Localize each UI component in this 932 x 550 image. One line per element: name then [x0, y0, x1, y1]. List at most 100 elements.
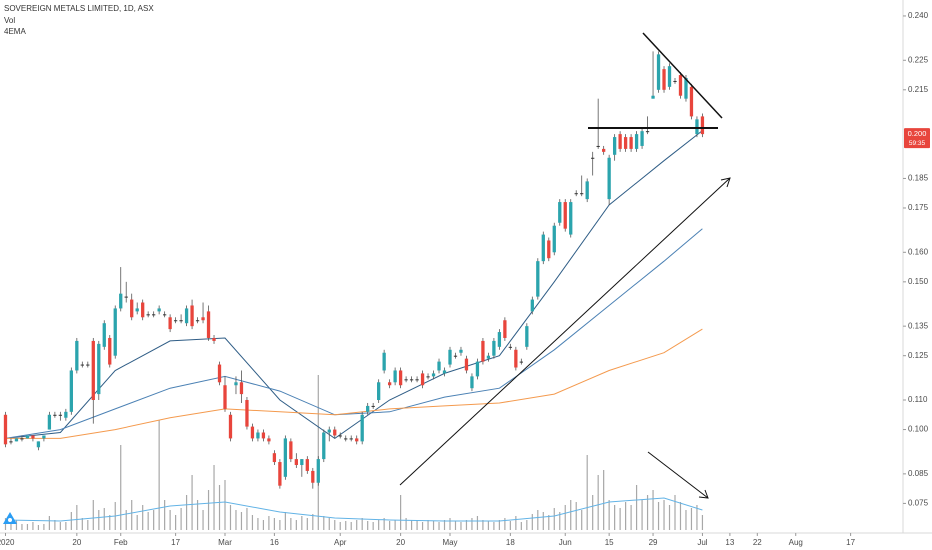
- candle-body: [684, 77, 688, 99]
- candle-body: [108, 337, 112, 365]
- volume-bar: [389, 521, 391, 530]
- candle-body: [47, 414, 52, 430]
- volume-bar: [164, 500, 166, 530]
- volume-bar: [421, 522, 424, 530]
- volume-bar: [339, 522, 341, 530]
- candle-body: [497, 332, 502, 347]
- candle-body: [634, 134, 639, 149]
- candle-body: [239, 382, 244, 395]
- volume-bar: [674, 495, 676, 530]
- volume-bar: [142, 505, 144, 530]
- volume-bar: [454, 521, 457, 530]
- volume-bar: [273, 518, 275, 530]
- x-tick-label: 17: [846, 538, 855, 547]
- volume-bar: [185, 495, 188, 530]
- volume-bar: [416, 521, 418, 530]
- volume-bar: [295, 520, 297, 530]
- volume-bar: [26, 524, 29, 530]
- candle-body: [382, 352, 386, 371]
- candle-body: [519, 361, 523, 363]
- volume-bar: [465, 520, 468, 530]
- x-tick-label: Apr: [334, 538, 347, 547]
- symbol-title: SOVEREIGN METALS LIMITED, 1D, ASX: [4, 4, 154, 13]
- candle-body: [146, 314, 150, 316]
- volume-bar: [87, 520, 89, 530]
- candle-body: [574, 193, 578, 195]
- candle-body: [547, 240, 551, 259]
- candle-body: [563, 202, 567, 229]
- candle-body: [558, 202, 562, 223]
- indicator-legend: 4EMA: [4, 27, 26, 36]
- candle-body: [448, 349, 452, 365]
- volume-bar: [460, 522, 462, 530]
- candle-body: [102, 323, 106, 347]
- candle-body: [119, 293, 123, 309]
- y-tick-label: 0.085: [908, 469, 929, 478]
- candle-body: [431, 373, 436, 377]
- volume-bar: [548, 515, 550, 530]
- volume-bar: [372, 522, 374, 530]
- volume-bar: [279, 520, 281, 530]
- candle-body: [113, 308, 117, 356]
- candle-body: [503, 320, 507, 338]
- volume-bar: [537, 510, 539, 530]
- volume-bar: [652, 490, 654, 530]
- volume-bar: [515, 516, 517, 530]
- candle-body: [459, 349, 463, 353]
- candle-body: [596, 145, 600, 147]
- candle-body: [580, 193, 584, 195]
- candle-body: [651, 95, 655, 99]
- volume-bar: [559, 512, 561, 530]
- y-tick-label: 0.125: [908, 351, 929, 360]
- candle-body: [261, 432, 266, 439]
- y-tick-label: 0.225: [908, 55, 929, 64]
- candle-body: [366, 405, 370, 412]
- candle-body: [212, 337, 216, 341]
- drawings: [399, 32, 731, 499]
- candle-body: [673, 80, 677, 82]
- candle-body: [278, 462, 282, 486]
- candle-body: [9, 441, 13, 443]
- volume-bar: [630, 505, 632, 530]
- arrow-head: [720, 177, 731, 188]
- volume-bar: [251, 515, 254, 530]
- arrow-head: [698, 489, 709, 499]
- candle-body: [525, 326, 529, 347]
- logo-dot: [8, 518, 12, 522]
- volume-bar: [323, 516, 325, 530]
- candle-body: [316, 459, 320, 483]
- volume-bar: [224, 480, 226, 530]
- candle-body: [179, 320, 183, 322]
- candle-body: [20, 438, 24, 440]
- volume-bar: [526, 520, 528, 530]
- volume-bar: [284, 512, 286, 530]
- price-tag-label: 0.200: [908, 129, 927, 138]
- candle-body: [530, 299, 534, 312]
- volume-bar: [21, 524, 23, 530]
- volume-bar: [136, 515, 138, 530]
- volume-bar: [690, 508, 693, 530]
- candle-body: [700, 116, 705, 135]
- volume-bar: [405, 518, 407, 530]
- volume-bar: [153, 510, 155, 530]
- volume-bar: [449, 518, 451, 530]
- candle-body: [31, 435, 35, 439]
- candle-body: [360, 414, 364, 442]
- volume-bar: [603, 470, 605, 530]
- candle-body: [552, 225, 556, 253]
- candle-body: [58, 414, 63, 416]
- candle-body: [536, 261, 540, 297]
- volume-bar: [504, 518, 506, 530]
- volume-bar: [70, 512, 72, 530]
- candle-body: [327, 429, 331, 433]
- volume-bar: [427, 520, 429, 530]
- volume-bar: [531, 514, 533, 530]
- y-tick-label: 0.100: [908, 425, 929, 434]
- candle-body: [371, 405, 375, 407]
- candle-body: [300, 459, 304, 466]
- candle-body: [75, 340, 79, 371]
- volume-bar: [306, 518, 308, 530]
- volume-bar: [169, 510, 171, 530]
- volume-bar: [350, 522, 352, 530]
